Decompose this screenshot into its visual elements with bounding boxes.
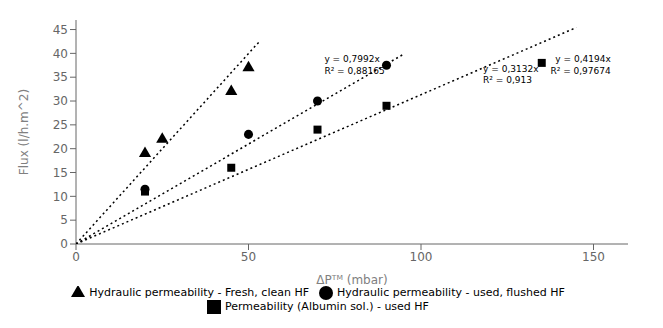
svg-text:y = 0,3132xR² = 0,913: y = 0,3132xR² = 0,913 — [483, 64, 539, 85]
svg-text:150: 150 — [582, 250, 605, 264]
svg-text:0: 0 — [72, 250, 80, 264]
svg-text:40: 40 — [53, 47, 68, 61]
html-text:Permeability (Albumin sol.) -: Permeability (Albumin sol.) - used HF — [225, 300, 429, 313]
html-text:Hydraulic permeability - Fresh: Hydraulic permeability - Fresh, clean HF — [89, 286, 309, 299]
svg-text:35: 35 — [53, 70, 68, 84]
svg-text:15: 15 — [53, 166, 68, 180]
svg-text:5: 5 — [60, 213, 68, 227]
svg-text:50: 50 — [241, 250, 256, 264]
svg-text:20: 20 — [53, 142, 68, 156]
svg-text:0: 0 — [60, 237, 68, 251]
svg-text:10: 10 — [53, 190, 68, 204]
svg-text:25: 25 — [53, 118, 68, 132]
svg-text:y = 0,4194xR² = 0,97674: y = 0,4194xR² = 0,97674 — [550, 54, 611, 75]
svg-text:y = 0,7992xR² = 0,88165: y = 0,7992xR² = 0,88165 — [324, 54, 384, 75]
svg-text:Flux (l/h.m^2): Flux (l/h.m^2) — [17, 89, 31, 175]
html-text:Hydraulic permeability - used,: Hydraulic permeability - used, flushed H… — [337, 286, 565, 299]
svg-text:45: 45 — [53, 23, 68, 37]
svg-text:ΔPᵀᴹ (mbar): ΔPᵀᴹ (mbar) — [316, 273, 387, 287]
svg-text:100: 100 — [410, 250, 433, 264]
svg-text:30: 30 — [53, 94, 68, 108]
